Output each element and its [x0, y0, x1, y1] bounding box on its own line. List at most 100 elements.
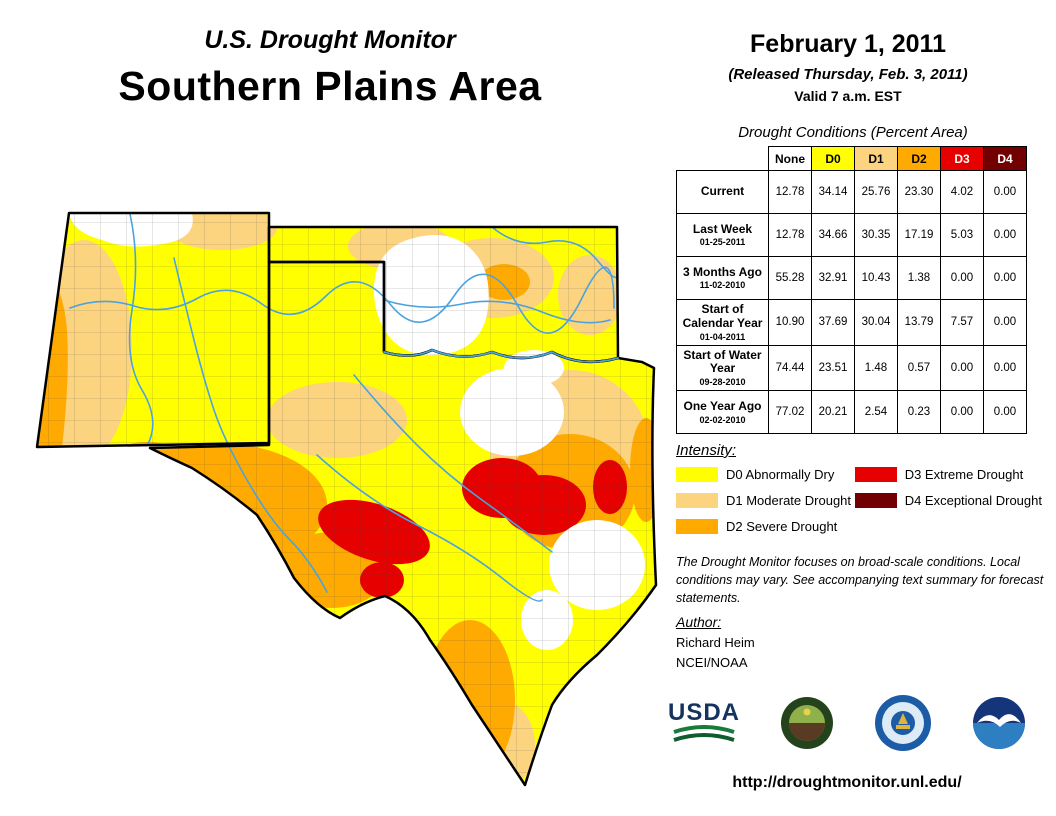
cell: 74.44 — [768, 344, 812, 392]
d4-swatch — [854, 492, 897, 508]
author-name: Richard Heim — [676, 635, 755, 650]
cell: 2.54 — [854, 390, 898, 435]
state-borders — [35, 211, 658, 787]
cell: 30.35 — [854, 213, 898, 257]
drought-conditions-table: None D0 D1 D2 D3 D4 Current 12.78 34.14 … — [676, 146, 1027, 435]
row-label: Last Week — [692, 221, 753, 236]
col-d1: D1 — [854, 146, 898, 171]
cell: 0.00 — [940, 256, 984, 300]
drought-map — [35, 211, 658, 787]
logo-row: USDA — [668, 694, 1026, 752]
row-label: One Year Ago — [683, 398, 762, 413]
col-d3: D3 — [940, 146, 984, 171]
cell: 0.00 — [983, 299, 1027, 346]
table-row: Start of Calendar Year 01-04-2011 10.90 3… — [676, 299, 1027, 346]
cell: 55.28 — [768, 256, 812, 300]
col-d2: D2 — [897, 146, 941, 171]
cell: 1.38 — [897, 256, 941, 300]
commerce-seal-logo — [874, 694, 932, 752]
d3-swatch — [854, 466, 897, 482]
row-date: 01-04-2011 — [699, 331, 746, 342]
legend-label-d0: D0 Abnormally Dry — [726, 466, 835, 482]
cell: 20.21 — [811, 390, 855, 435]
legend-item-d0: D0 Abnormally Dry — [676, 466, 855, 482]
cell: 23.51 — [811, 344, 855, 392]
cell: 0.00 — [983, 213, 1027, 257]
table-row: 3 Months Ago 11-02-2010 55.28 32.91 10.43… — [676, 256, 1027, 300]
disclaimer-text: The Drought Monitor focuses on broad-sca… — [676, 555, 1044, 605]
row-date: 11-02-2010 — [699, 280, 746, 291]
row-date: 02-02-2010 — [699, 414, 746, 425]
cell: 23.30 — [897, 170, 941, 214]
county-grid — [37, 213, 656, 785]
cell: 0.23 — [897, 390, 941, 435]
row-date: 01-25-2011 — [699, 237, 746, 248]
ndmc-seal-icon — [781, 697, 833, 749]
d0-swatch — [676, 466, 718, 482]
ndmc-logo — [780, 696, 834, 750]
row-label: Start of Calendar Year — [682, 302, 763, 330]
col-d0: D0 — [811, 146, 855, 171]
noaa-logo — [972, 696, 1026, 750]
usda-swoosh-icon — [673, 725, 735, 742]
date-block: February 1, 2011 (Released Thursday, Feb… — [666, 30, 1030, 104]
cell: 1.48 — [854, 344, 898, 392]
cell: 34.14 — [811, 170, 855, 214]
row-label: 3 Months Ago — [683, 264, 762, 279]
map-date: February 1, 2011 — [750, 30, 946, 58]
cell: 5.03 — [940, 213, 984, 257]
cell: 37.69 — [811, 299, 855, 346]
cell: 0.00 — [940, 390, 984, 435]
noaa-seal-icon — [972, 697, 1025, 749]
legend-label-d2: D2 Severe Drought — [726, 518, 838, 534]
drought-monitor-url[interactable]: http://droughtmonitor.unl.edu/ — [732, 774, 962, 791]
col-none: None — [768, 146, 812, 171]
usda-wordmark: USDA — [668, 699, 741, 726]
table-row: Current 12.78 34.14 25.76 23.30 4.02 0.0… — [676, 170, 1027, 214]
author-block: Author: Richard Heim NCEI/NOAA — [676, 614, 755, 670]
cell: 0.00 — [940, 344, 984, 392]
legend-item-d4: D4 Exceptional Drought — [854, 492, 1042, 508]
table-row: Start of Water Year 09-28-2010 74.44 23.5… — [676, 344, 1027, 392]
legend-item-d3: D3 Extreme Drought — [854, 466, 1042, 482]
cell: 30.04 — [854, 299, 898, 346]
commerce-seal-icon — [874, 695, 931, 751]
red-river — [383, 349, 619, 363]
region-title: Southern Plains Area — [118, 63, 542, 109]
d2-swatch — [676, 518, 718, 534]
author-heading: Author: — [676, 614, 722, 630]
cell: 0.00 — [983, 390, 1027, 435]
cell: 32.91 — [811, 256, 855, 300]
cell: 12.78 — [768, 213, 812, 257]
cell: 34.66 — [811, 213, 855, 257]
cell: 0.00 — [983, 256, 1027, 300]
usda-logo: USDA — [668, 701, 740, 745]
table-corner-cell — [676, 146, 769, 171]
intensity-legend: D0 Abnormally Dry D1 Moderate Drought D2… — [676, 466, 1042, 534]
cell: 10.43 — [854, 256, 898, 300]
row-label: Current — [700, 183, 745, 198]
legend-label-d4: D4 Exceptional Drought — [904, 492, 1042, 508]
table-row: Last Week 01-25-2011 12.78 34.66 30.35 17… — [676, 213, 1027, 257]
cell: 7.57 — [940, 299, 984, 346]
row-label: Start of Water Year — [683, 347, 762, 376]
cell: 25.76 — [854, 170, 898, 214]
river-lines — [69, 213, 618, 602]
cell: 17.19 — [897, 213, 941, 257]
row-date: 09-28-2010 — [699, 377, 746, 388]
cell: 12.78 — [768, 170, 812, 214]
table-header-row: None D0 D1 D2 D3 D4 — [676, 146, 1027, 171]
intensity-heading: Intensity: — [676, 442, 737, 459]
cell: 4.02 — [940, 170, 984, 214]
table-title: Drought Conditions (Percent Area) — [738, 124, 968, 141]
legend-item-d1: D1 Moderate Drought — [676, 492, 855, 508]
report-title: U.S. Drought Monitor — [204, 26, 456, 54]
release-date: (Released Thursday, Feb. 3, 2011) — [728, 66, 968, 83]
col-d4: D4 — [983, 146, 1027, 171]
author-org: NCEI/NOAA — [676, 655, 748, 670]
d1-swatch — [676, 492, 718, 508]
table-row: One Year Ago 02-02-2010 77.02 20.21 2.54 … — [676, 390, 1027, 435]
title-block: U.S. Drought Monitor Southern Plains Are… — [70, 26, 590, 110]
legend-item-d2: D2 Severe Drought — [676, 518, 855, 534]
